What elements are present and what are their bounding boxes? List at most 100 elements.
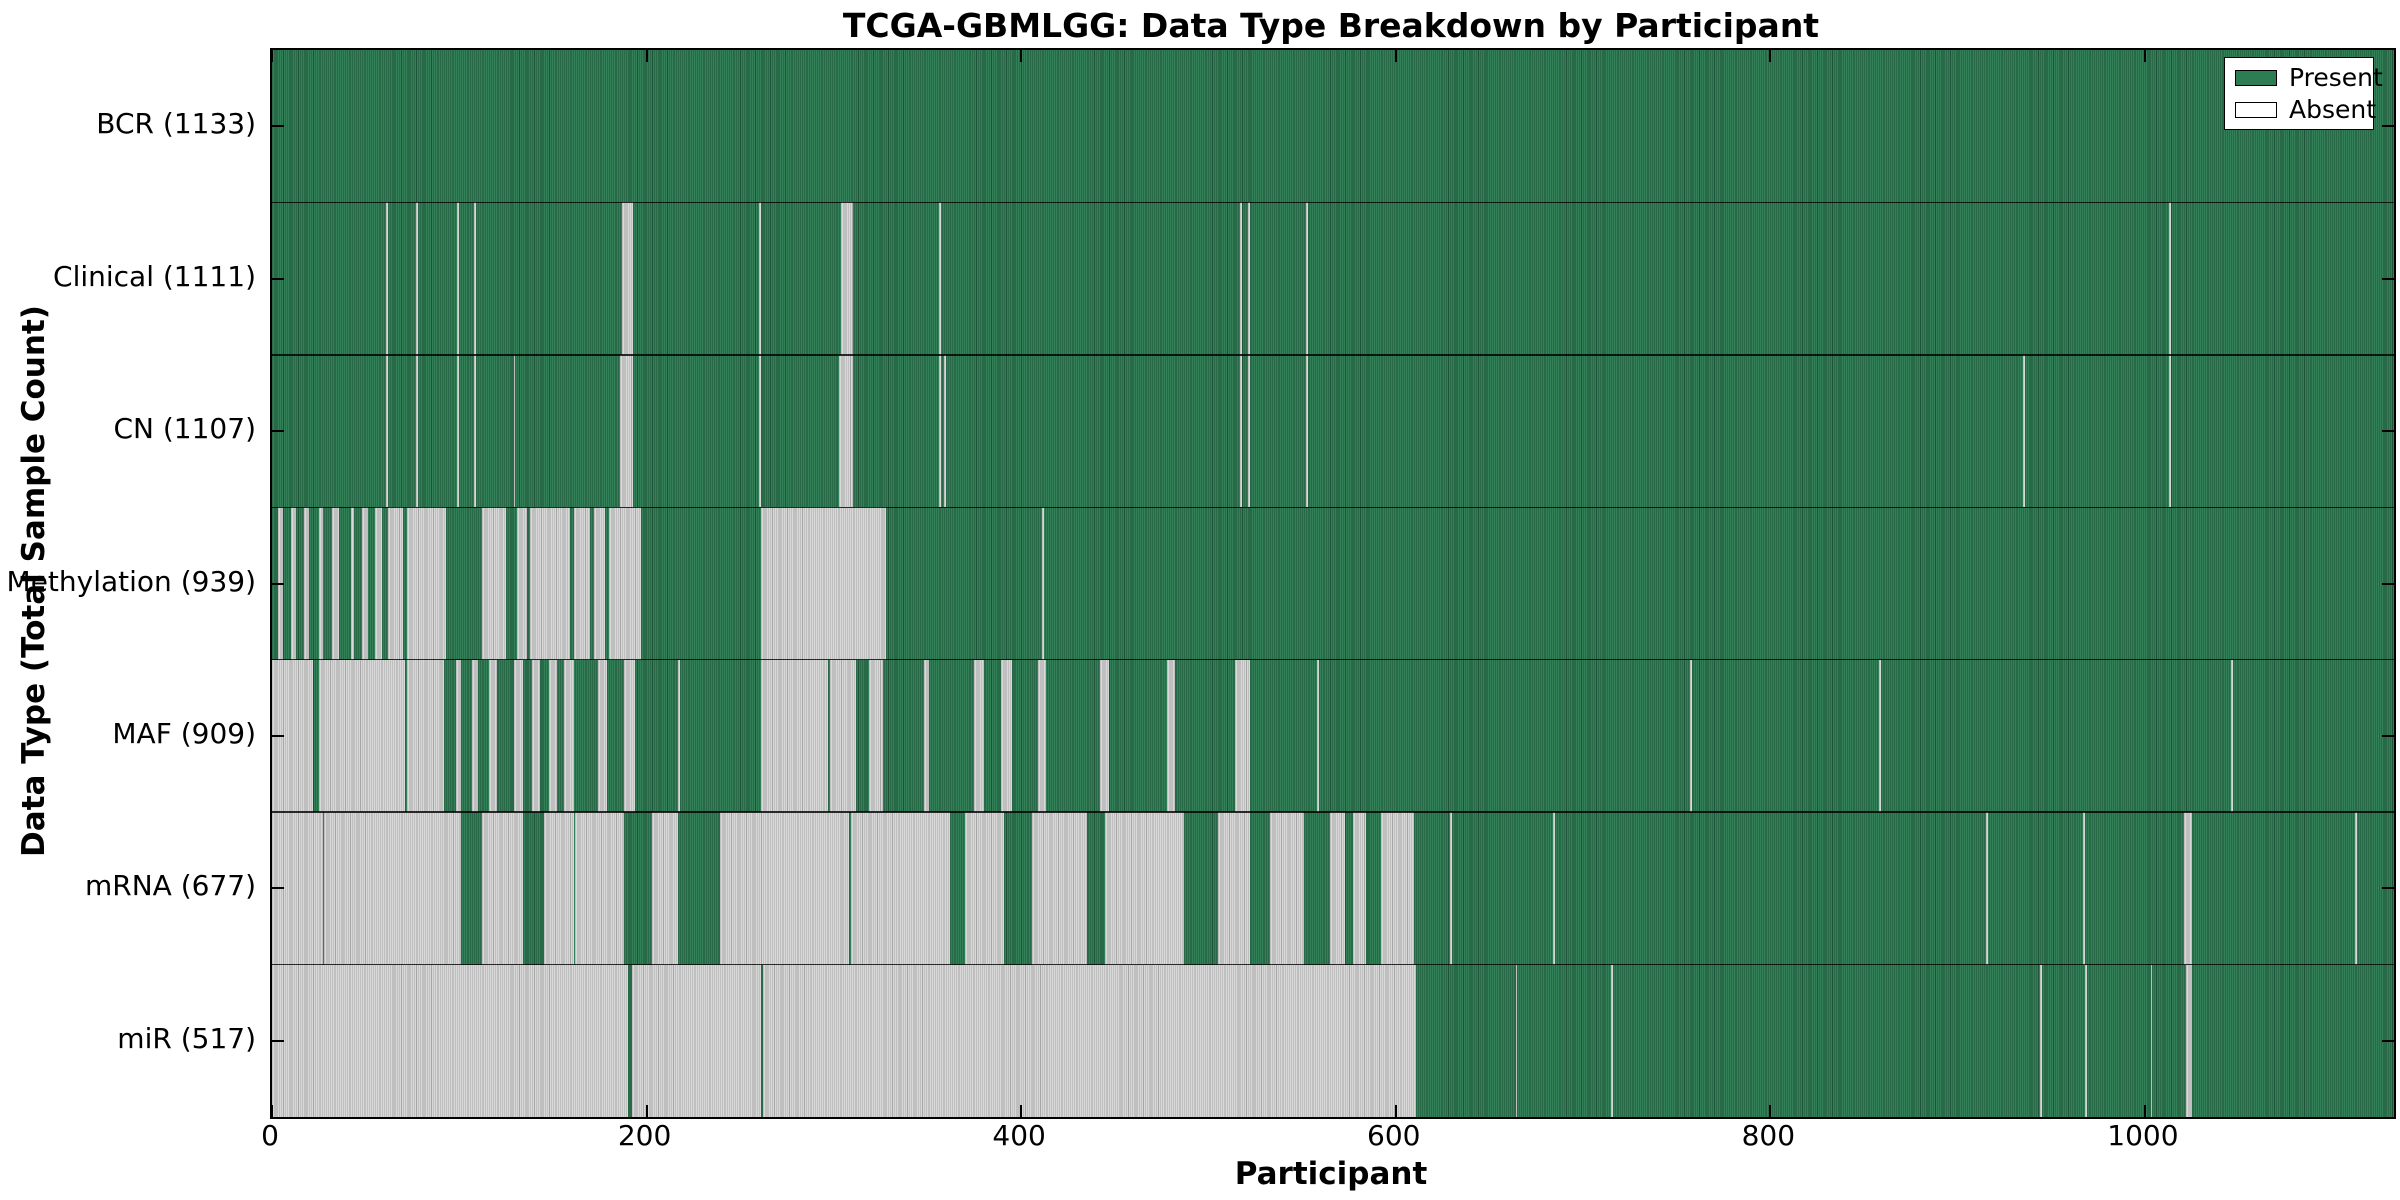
absent-segment	[1985, 812, 1988, 965]
absent-segment	[1450, 812, 1452, 965]
absent-segment	[1240, 202, 1243, 355]
absent-segment	[2186, 964, 2192, 1117]
y-tick-label: Clinical (1111)	[53, 259, 256, 293]
absent-segment	[481, 812, 523, 965]
absent-segment	[290, 507, 297, 660]
row-separator	[272, 201, 2394, 204]
absent-segment	[386, 202, 389, 355]
x-tick-mark	[645, 50, 648, 62]
x-tick-mark	[645, 1105, 648, 1117]
x-tick-label: 400	[992, 1119, 1046, 1152]
absent-segment	[631, 964, 761, 1117]
row-band-methylation	[272, 507, 2394, 660]
absent-segment	[406, 507, 447, 660]
absent-segment	[758, 202, 761, 355]
x-tick-mark	[1020, 1105, 1023, 1117]
y-tick-mark	[272, 734, 284, 737]
absent-segment	[1689, 659, 1692, 813]
absent-segment	[361, 507, 368, 660]
absent-segment	[620, 354, 634, 508]
absent-segment	[1611, 964, 1613, 1117]
absent-segment	[564, 659, 574, 813]
absent-segment	[762, 964, 1417, 1117]
y-tick-label: CN (1107)	[113, 412, 256, 446]
y-tick-label: MAF (909)	[112, 716, 256, 750]
y-tick-mark	[2382, 734, 2394, 737]
absent-segment	[1515, 964, 1518, 1117]
absent-segment	[416, 202, 419, 355]
absent-segment	[760, 507, 887, 660]
absent-segment	[964, 812, 1005, 965]
absent-segment	[1167, 659, 1175, 813]
absent-segment	[318, 659, 405, 813]
absent-segment	[2083, 812, 2085, 965]
absent-segment	[375, 507, 383, 660]
absent-segment	[2231, 659, 2233, 813]
absent-segment	[472, 659, 478, 813]
absent-segment	[1247, 202, 1250, 355]
x-tick-label: 800	[1741, 1119, 1796, 1152]
chart-title: TCGA-GBMLGG: Data Type Breakdown by Part…	[842, 6, 1820, 45]
absent-segment	[974, 659, 984, 813]
absent-segment	[2169, 354, 2172, 508]
row-band-mrna	[272, 812, 2394, 965]
y-tick-mark	[272, 1039, 284, 1042]
absent-segment	[474, 354, 477, 508]
absent-segment	[386, 354, 389, 508]
absent-segment	[350, 507, 355, 660]
x-tick-mark	[271, 1105, 273, 1117]
x-tick-mark	[1769, 1105, 1772, 1117]
absent-segment	[1270, 812, 1304, 965]
absent-segment	[1240, 354, 1243, 508]
y-tick-label: miR (517)	[117, 1021, 256, 1055]
x-tick-mark	[2143, 50, 2146, 62]
absent-segment	[2354, 812, 2357, 965]
legend-label-present: Present	[2289, 63, 2383, 92]
absent-segment	[1105, 812, 1185, 965]
x-tick-mark	[271, 50, 273, 62]
legend-label-absent: Absent	[2289, 95, 2377, 124]
absent-segment	[1099, 659, 1110, 813]
y-tick-mark	[272, 582, 284, 585]
absent-segment	[331, 507, 340, 660]
absent-segment	[1032, 812, 1087, 965]
absent-segment	[1000, 659, 1012, 813]
absent-segment	[678, 659, 681, 813]
row-separator	[272, 658, 2394, 661]
absent-segment	[416, 354, 419, 508]
absent-segment	[530, 507, 570, 660]
absent-segment	[1247, 354, 1250, 508]
y-tick-mark	[2382, 125, 2394, 128]
absent-segment	[597, 659, 608, 813]
absent-segment	[513, 659, 523, 813]
absent-segment	[2169, 202, 2172, 355]
row-band-mir	[272, 964, 2394, 1117]
absent-segment	[543, 812, 574, 965]
y-tick-mark	[272, 430, 284, 433]
absent-segment	[303, 507, 310, 660]
absent-segment	[455, 659, 462, 813]
x-tick-label: 200	[617, 1119, 672, 1152]
row-band-clinical	[272, 202, 2394, 355]
absent-segment	[324, 812, 462, 965]
y-tick-mark	[2382, 582, 2394, 585]
x-tick-label: 1000	[2107, 1119, 2179, 1152]
absent-segment	[1305, 202, 1308, 355]
absent-segment	[1038, 659, 1046, 813]
row-band-maf	[272, 659, 2394, 813]
absent-segment	[2040, 964, 2042, 1117]
absent-segment	[839, 354, 853, 508]
absent-segment	[517, 507, 527, 660]
legend: Present Absent	[2224, 57, 2383, 130]
absent-segment	[1041, 507, 1044, 660]
absent-segment	[869, 659, 883, 813]
x-axis-label: Participant	[1234, 1156, 1428, 1192]
y-tick-label: mRNA (677)	[84, 869, 256, 903]
absent-segment	[938, 202, 941, 355]
absent-segment	[938, 354, 941, 508]
absent-segment	[944, 354, 947, 508]
absent-segment	[719, 812, 849, 965]
absent-segment	[318, 507, 323, 660]
plot-area	[270, 48, 2396, 1119]
